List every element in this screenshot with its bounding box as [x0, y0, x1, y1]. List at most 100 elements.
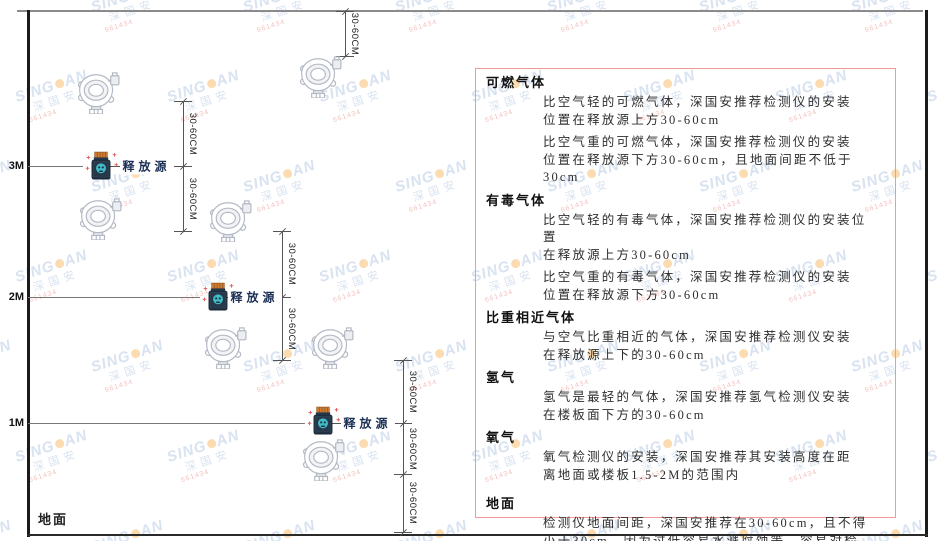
dimension-label: 30-60CM [286, 242, 297, 286]
brand-watermark-code: 661434 [28, 468, 59, 485]
gas-detector-icon [209, 200, 252, 243]
dimension-label: 30-60CM [407, 427, 418, 470]
brand-watermark-cn: 深国安 [335, 87, 386, 115]
brand-watermark-code: 661434 [256, 198, 287, 215]
panel-section: 有毒气体 比空气轻的有毒气体，深国安推荐检测仪的安装位置 在释放源上方30-60c… [486, 192, 879, 305]
brand-watermark-cn: 深国安 [0, 0, 6, 25]
panel-section-heading: 比重相近气体 [486, 310, 577, 325]
brand-watermark-cn: 深国安 [107, 357, 158, 385]
panel-section-heading: 氢气 [486, 370, 517, 385]
brand-dot-icon [205, 438, 218, 450]
brand-dot-icon [433, 168, 446, 180]
gas-detector-icon [79, 198, 122, 241]
brand-watermark-code: 661434 [560, 18, 591, 35]
brand-watermark-cn: 深国安 [107, 520, 203, 541]
release-source-icon [307, 406, 341, 435]
brand-watermark-code: 661434 [28, 288, 59, 305]
ground-label: 地面 [38, 512, 69, 527]
brand-dot-icon [357, 438, 370, 450]
gas-detector [296, 56, 342, 103]
brand-watermark-code: 661434 [332, 288, 363, 305]
brand-watermark-code: 661434 [332, 108, 363, 125]
brand-watermark-cn: 深国安 [715, 0, 766, 25]
brand-watermark-code: 661434 [712, 18, 743, 35]
dimension-label: 30-60CM [187, 112, 198, 155]
panel-section: 比重相近气体与空气比重相近的气体，深国安推荐检测仪安装 在释放源上下的30-60… [486, 309, 879, 364]
panel-paragraph: 与空气比重相近的气体，深国安推荐检测仪安装 在释放源上下的30-60cm [543, 330, 852, 362]
brand-dot-icon [53, 258, 66, 270]
gas-detector [299, 439, 345, 486]
release-source-icon [85, 151, 119, 180]
brand-watermark-code: 661434 [104, 18, 135, 35]
gas-detector [201, 327, 247, 374]
height-label: 2M [8, 291, 24, 303]
gas-detector [206, 200, 252, 247]
brand-watermark-cn: 深国安 [563, 0, 614, 25]
height-line [28, 423, 305, 424]
left-wall-line [27, 10, 30, 537]
dimension-label: 30-60CM [286, 307, 297, 350]
brand-dot-icon [357, 258, 370, 270]
brand-watermark-code: 661434 [332, 468, 363, 485]
release-source-label: 释放源 [227, 288, 282, 306]
brand-dot-icon [205, 78, 218, 90]
brand-watermark-code: 661434 [104, 378, 135, 395]
release-source-label: 释放源 [340, 414, 395, 432]
gas-detector-icon [77, 72, 120, 115]
panel-paragraph: 氢气是最轻的气体，深国安推荐氢气检测仪安装 在楼板面下方的30-60cm [543, 390, 852, 422]
brand-dot-icon [53, 438, 66, 450]
brand-watermark-cn: 深国安 [335, 267, 386, 295]
panel-section-heading: 有毒气体 [486, 192, 547, 208]
panel-section-heading: 可燃气体 [486, 75, 547, 90]
panel-paragraph: 氧气检测仪的安装，深国安推荐其安装高度在距 离地面或楼板1.5-2M的范围内 [543, 450, 852, 482]
gas-detector-icon [302, 439, 345, 482]
brand-watermark-cn: 深国安 [183, 447, 234, 475]
gas-detector [308, 327, 354, 374]
panel-section-heading: 氧气 [486, 430, 517, 445]
gas-detector-icon [311, 327, 354, 370]
panel-section: 氢气氢气是最轻的气体，深国安推荐氢气检测仪安装 在楼板面下方的30-60cm [486, 369, 879, 424]
guideline-panel: 可燃气体 比空气轻的可燃气体，深国安推荐检测仪的安装 位置在释放源上方30-60c… [475, 68, 896, 541]
brand-watermark-cn: 深国安 [411, 0, 462, 25]
panel-section: 可燃气体 比空气轻的可燃气体，深国安推荐检测仪的安装 位置在释放源上方30-60c… [486, 74, 879, 187]
dimension-label: 30-60CM [407, 370, 418, 413]
dimension-line [403, 360, 404, 532]
release-source [83, 151, 119, 187]
release-source [305, 406, 341, 442]
dimension-label: 30-60CM [407, 481, 418, 525]
brand-dot-icon [433, 348, 446, 360]
release-source-label: 释放源 [119, 157, 174, 175]
dimension-line [345, 11, 346, 56]
release-source [200, 282, 236, 318]
release-source-icon [202, 282, 236, 311]
brand-dot-icon [205, 258, 218, 270]
gas-detector [74, 72, 120, 119]
connector-line [336, 56, 345, 57]
brand-dot-icon [357, 78, 370, 90]
brand-dot-icon [281, 168, 294, 180]
panel-section-heading: 地面 [486, 496, 517, 511]
panel-paragraph: 检测仪地面间距，深国安推荐在30-60cm，且不得 小于30cm，因为过低容易水… [543, 516, 868, 541]
brand-watermark-code: 661434 [408, 18, 439, 35]
brand-watermark-cn: 深国安 [31, 267, 82, 295]
guideline-sections: 可燃气体 比空气轻的可燃气体，深国安推荐检测仪的安装 位置在释放源上方30-60c… [486, 74, 879, 541]
gas-detector-icon [204, 327, 247, 370]
